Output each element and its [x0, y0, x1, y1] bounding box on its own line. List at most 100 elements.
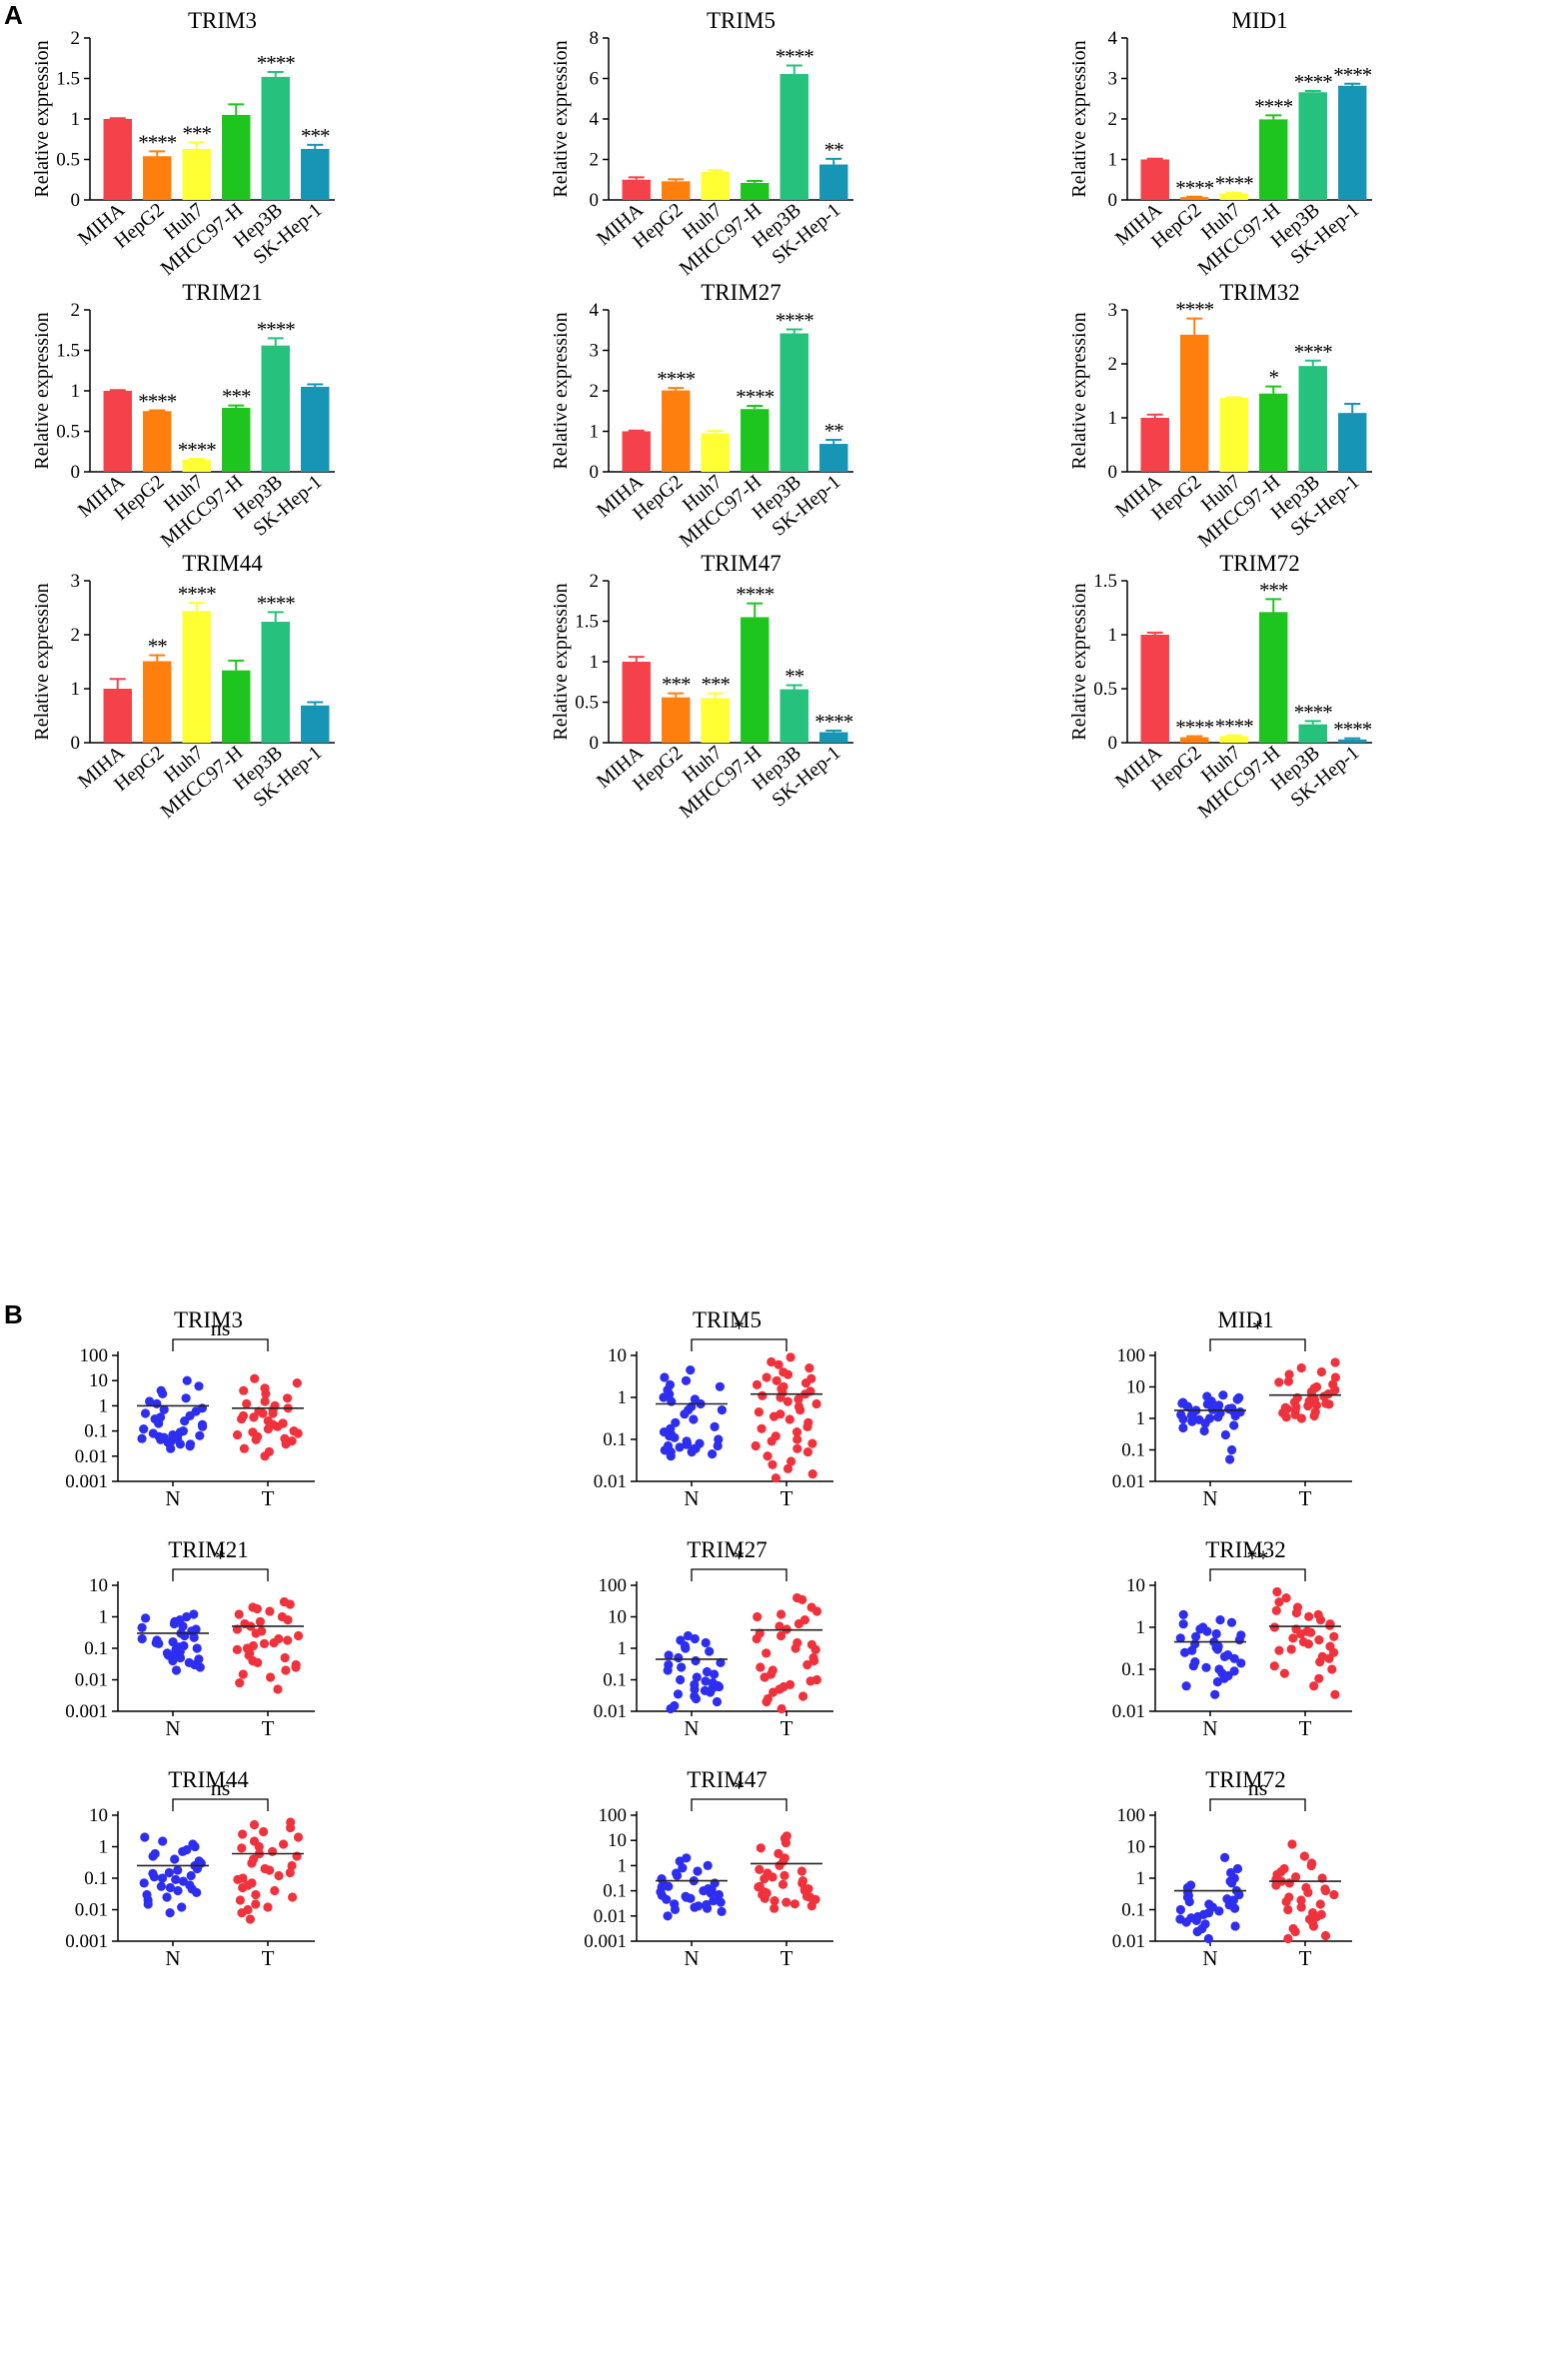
data-point-n	[184, 1657, 194, 1667]
data-point-n	[1178, 1414, 1188, 1424]
data-point-n	[690, 1902, 700, 1912]
y-axis-label: Relative expression	[31, 40, 53, 197]
y-tick-label: 4	[1108, 28, 1118, 49]
data-point-t	[782, 1463, 793, 1473]
data-point-t	[1314, 1673, 1324, 1683]
data-point-n	[695, 1438, 705, 1448]
significance-label: ***	[183, 121, 212, 145]
data-point-t	[792, 1434, 802, 1444]
data-point-n	[682, 1892, 692, 1902]
data-point-t	[233, 1874, 243, 1884]
data-point-n	[1225, 1454, 1235, 1464]
bar-hepg2	[1180, 737, 1209, 743]
data-point-t	[762, 1372, 772, 1382]
data-point-n	[197, 1419, 208, 1429]
x-tick-label: T	[780, 1946, 793, 1970]
data-point-t	[1316, 1366, 1326, 1377]
x-tick-label: T	[1299, 1946, 1312, 1970]
data-point-t	[1309, 1681, 1319, 1691]
data-point-n	[1186, 1880, 1196, 1890]
y-tick-label: 10	[608, 1607, 627, 1628]
dot-plot-trim47: TRIM47 0.001 0.01 0.1 1 10 100 N T *	[584, 1767, 833, 1970]
bar-miha	[103, 689, 132, 743]
data-point-n	[170, 1854, 180, 1864]
y-tick-label: 1	[99, 1395, 109, 1416]
data-point-n	[1232, 1863, 1243, 1874]
data-point-t	[1274, 1645, 1284, 1655]
y-tick-label: 0.1	[603, 1429, 627, 1450]
data-point-n	[682, 1853, 692, 1863]
data-point-n	[175, 1652, 186, 1663]
y-tick-label: 100	[80, 1345, 109, 1366]
x-tick-label: T	[1299, 1716, 1312, 1740]
data-point-n	[675, 1442, 685, 1452]
chart-title: TRIM32	[1219, 280, 1300, 305]
data-point-n	[1178, 1609, 1188, 1619]
data-point-t	[1296, 1895, 1306, 1905]
data-point-n	[677, 1662, 687, 1672]
panel-label-a: A	[4, 0, 23, 30]
data-point-t	[1306, 1627, 1316, 1637]
data-point-t	[781, 1831, 791, 1841]
y-tick-label: 0.001	[65, 1701, 108, 1722]
data-point-t	[287, 1436, 297, 1446]
data-point-n	[181, 1393, 191, 1403]
data-point-n	[657, 1890, 667, 1900]
y-tick-label: 0	[71, 462, 81, 483]
data-point-n	[1195, 1624, 1205, 1634]
significance-label: ns	[211, 1775, 231, 1800]
data-point-n	[1187, 1645, 1197, 1655]
y-tick-label: 1.5	[575, 612, 599, 633]
data-point-t	[1274, 1377, 1284, 1387]
data-point-t	[260, 1383, 270, 1393]
data-point-t	[784, 1414, 794, 1424]
bar-miha	[1140, 159, 1169, 200]
significance-bracket	[1209, 1568, 1306, 1581]
significance-label: *	[215, 1545, 226, 1570]
y-tick-label: 8	[590, 28, 600, 49]
data-point-n	[709, 1896, 719, 1906]
data-point-t	[232, 1644, 242, 1654]
significance-label: ****	[257, 51, 296, 75]
y-tick-label: 100	[1117, 1345, 1146, 1366]
data-point-n	[1175, 1904, 1185, 1915]
data-point-n	[710, 1669, 720, 1679]
significance-label: ****	[1175, 176, 1214, 200]
y-tick-label: 10	[608, 1830, 627, 1851]
data-point-t	[755, 1628, 765, 1638]
significance-label: **	[1247, 1545, 1269, 1570]
data-point-t	[1287, 1839, 1297, 1849]
data-point-t	[811, 1398, 821, 1409]
data-point-t	[238, 1829, 248, 1839]
data-point-n	[713, 1440, 723, 1451]
data-point-t	[754, 1407, 764, 1417]
x-tick-label: T	[1299, 1486, 1312, 1510]
data-point-n	[1178, 1619, 1188, 1629]
data-point-n	[165, 1882, 175, 1893]
data-point-t	[768, 1459, 778, 1469]
data-point-n	[712, 1696, 723, 1707]
bar-mhcc97-h	[222, 114, 251, 200]
data-point-t	[1330, 1357, 1340, 1367]
data-point-n	[1227, 1444, 1237, 1455]
data-point-n	[140, 1832, 150, 1842]
data-point-n	[1226, 1867, 1236, 1878]
data-point-t	[1309, 1383, 1319, 1393]
data-point-t	[259, 1638, 270, 1648]
x-tick-label: T	[262, 1486, 275, 1510]
significance-bracket	[691, 1798, 787, 1811]
y-tick-label: 0.5	[1093, 679, 1117, 700]
data-point-t	[792, 1443, 802, 1453]
data-point-t	[239, 1385, 249, 1395]
significance-label: ****	[138, 389, 177, 413]
y-tick-label: 0.01	[1112, 1471, 1145, 1492]
data-point-t	[811, 1606, 822, 1616]
data-point-n	[182, 1375, 192, 1385]
y-tick-label: 10	[1126, 1377, 1145, 1398]
data-point-n	[713, 1680, 723, 1690]
data-point-t	[1283, 1933, 1293, 1944]
data-point-t	[250, 1373, 260, 1383]
significance-label: ****	[138, 130, 177, 154]
y-tick-label: 0.01	[594, 1471, 627, 1492]
y-tick-label: 4	[590, 300, 600, 321]
